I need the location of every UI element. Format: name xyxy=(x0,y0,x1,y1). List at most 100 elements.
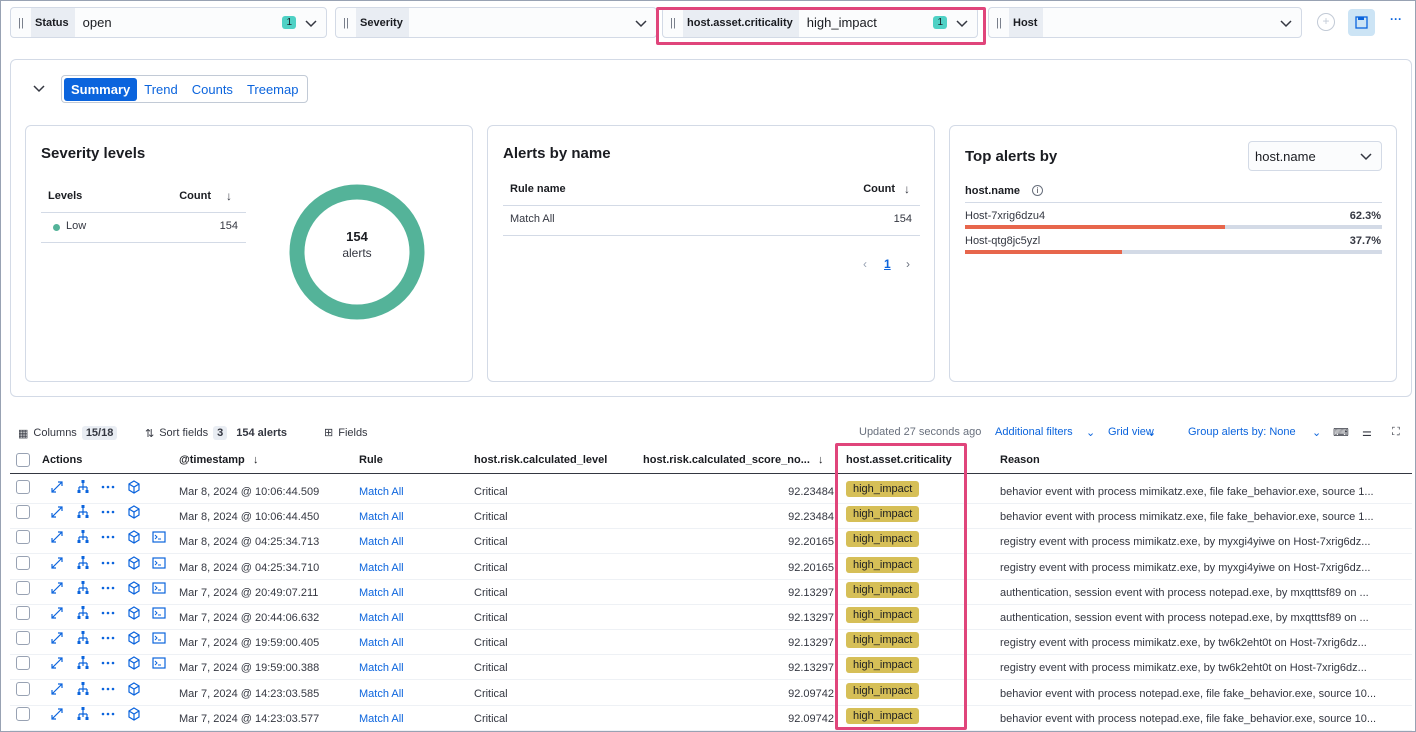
row-action[interactable] xyxy=(49,580,65,599)
keyboard-icon[interactable]: ⌨ xyxy=(1333,427,1349,439)
row-checkbox[interactable] xyxy=(16,555,30,570)
action-icon[interactable] xyxy=(100,681,116,697)
row-action[interactable] xyxy=(100,479,116,498)
tab[interactable]: Summary xyxy=(64,77,138,101)
rule-link[interactable]: Match All xyxy=(359,662,404,675)
action-icon[interactable] xyxy=(126,529,142,545)
action-icon[interactable] xyxy=(75,605,91,621)
filter-pill[interactable]: || Host xyxy=(988,7,1302,38)
rule-link[interactable]: Match All xyxy=(359,511,404,524)
row-action[interactable] xyxy=(49,555,65,574)
column-header[interactable]: host.risk.calculated_level xyxy=(474,454,608,466)
rule-link[interactable]: Match All xyxy=(359,612,404,624)
row-action[interactable] xyxy=(75,504,91,523)
row-action[interactable] xyxy=(100,681,116,700)
action-icon[interactable] xyxy=(100,529,116,545)
action-icon[interactable] xyxy=(49,504,65,520)
action-icon[interactable] xyxy=(75,479,91,495)
action-icon[interactable] xyxy=(49,681,65,697)
row-action[interactable] xyxy=(126,630,142,649)
action-icon[interactable] xyxy=(49,529,65,545)
row-action[interactable] xyxy=(100,580,116,599)
action-icon[interactable] xyxy=(151,655,167,671)
action-icon[interactable] xyxy=(49,580,65,596)
row-checkbox[interactable] xyxy=(16,631,30,646)
fields-button[interactable]: ⊞ Fields xyxy=(324,426,368,440)
row-action[interactable] xyxy=(49,529,65,548)
row-action[interactable] xyxy=(126,655,142,674)
row-action[interactable] xyxy=(100,529,116,548)
row-action[interactable] xyxy=(75,580,91,599)
action-icon[interactable] xyxy=(75,504,91,520)
action-icon[interactable] xyxy=(100,479,116,495)
row-action[interactable] xyxy=(151,605,167,624)
row-action[interactable] xyxy=(75,605,91,624)
row-checkbox[interactable] xyxy=(16,505,30,520)
action-icon[interactable] xyxy=(126,479,142,495)
more-button[interactable]: ··· xyxy=(1390,12,1402,26)
action-icon[interactable] xyxy=(100,504,116,520)
action-icon[interactable] xyxy=(126,605,142,621)
row-action[interactable] xyxy=(151,580,167,599)
group-by-select[interactable]: host.name xyxy=(1248,141,1382,171)
columns-button[interactable]: ▦ Columns 15/18 xyxy=(18,426,118,440)
action-icon[interactable] xyxy=(75,706,91,722)
action-icon[interactable] xyxy=(100,555,116,571)
sort-button[interactable]: ⇅ Sort fields 3 154 alerts xyxy=(145,426,287,440)
rule-link[interactable]: Match All xyxy=(359,637,404,650)
row-action[interactable] xyxy=(126,580,142,599)
row-action[interactable] xyxy=(49,504,65,523)
row-checkbox[interactable] xyxy=(16,656,30,671)
action-icon[interactable] xyxy=(100,706,116,722)
row-action[interactable] xyxy=(75,681,91,700)
row-action[interactable] xyxy=(49,605,65,624)
row-action[interactable] xyxy=(126,681,142,700)
row-action[interactable] xyxy=(75,555,91,574)
row-action[interactable] xyxy=(100,504,116,523)
column-header[interactable]: @timestamp xyxy=(179,454,245,466)
column-header[interactable]: host.risk.calculated_score_no... xyxy=(643,454,810,466)
action-icon[interactable] xyxy=(49,479,65,495)
tab[interactable]: Treemap xyxy=(246,81,299,97)
action-icon[interactable] xyxy=(100,605,116,621)
next-page[interactable]: › xyxy=(906,257,910,271)
action-icon[interactable] xyxy=(75,630,91,646)
row-action[interactable] xyxy=(151,630,167,649)
row-action[interactable] xyxy=(49,655,65,674)
action-icon[interactable] xyxy=(75,529,91,545)
row-action[interactable] xyxy=(100,655,116,674)
row-action[interactable] xyxy=(75,655,91,674)
tab[interactable]: Trend xyxy=(144,81,178,97)
row-action[interactable] xyxy=(151,555,167,574)
row-action[interactable] xyxy=(126,479,142,498)
action-icon[interactable] xyxy=(49,605,65,621)
action-icon[interactable] xyxy=(100,630,116,646)
select-all[interactable] xyxy=(16,453,30,467)
page-number[interactable]: 1 xyxy=(884,257,891,271)
filter-pill[interactable]: || Severity xyxy=(335,7,657,38)
action-icon[interactable] xyxy=(151,630,167,646)
action-icon[interactable] xyxy=(49,555,65,571)
action-icon[interactable] xyxy=(49,630,65,646)
action-icon[interactable] xyxy=(126,655,142,671)
row-action[interactable] xyxy=(151,529,167,548)
column-header[interactable]: Reason xyxy=(1000,454,1040,466)
row-action[interactable] xyxy=(126,555,142,574)
row-action[interactable] xyxy=(75,630,91,649)
filter-pill[interactable]: || Status open 1 xyxy=(10,7,327,38)
action-icon[interactable] xyxy=(126,504,142,520)
action-icon[interactable] xyxy=(100,655,116,671)
row-action[interactable] xyxy=(100,706,116,725)
action-icon[interactable] xyxy=(100,580,116,596)
row-action[interactable] xyxy=(126,605,142,624)
grid-view[interactable]: Grid view xyxy=(1108,426,1154,438)
action-icon[interactable] xyxy=(49,655,65,671)
row-action[interactable] xyxy=(126,504,142,523)
row-action[interactable] xyxy=(126,529,142,548)
row-action[interactable] xyxy=(100,605,116,624)
action-icon[interactable] xyxy=(75,580,91,596)
action-icon[interactable] xyxy=(151,605,167,621)
action-icon[interactable] xyxy=(151,529,167,545)
row-checkbox[interactable] xyxy=(16,606,30,620)
tab[interactable]: Counts xyxy=(191,81,233,97)
